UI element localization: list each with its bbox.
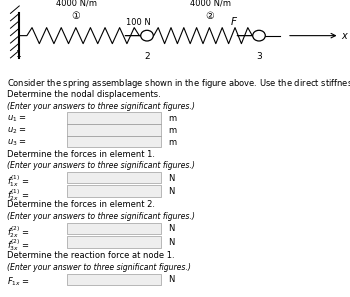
Text: N: N bbox=[168, 275, 174, 284]
FancyBboxPatch shape bbox=[66, 274, 161, 285]
FancyBboxPatch shape bbox=[66, 136, 161, 148]
Text: (Enter your answers to three significant figures.): (Enter your answers to three significant… bbox=[7, 162, 195, 170]
Text: 4000 N/m: 4000 N/m bbox=[189, 0, 231, 7]
Text: (Enter your answer to three significant figures.): (Enter your answer to three significant … bbox=[7, 263, 191, 272]
Text: $F_{1x}$ =: $F_{1x}$ = bbox=[7, 275, 30, 288]
Text: $f_{2x}^{(1)}$ =: $f_{2x}^{(1)}$ = bbox=[7, 187, 30, 203]
Text: $x$: $x$ bbox=[341, 31, 349, 41]
Circle shape bbox=[141, 30, 153, 41]
Text: $u_1$ =: $u_1$ = bbox=[7, 114, 27, 124]
FancyBboxPatch shape bbox=[66, 124, 161, 136]
Text: N: N bbox=[168, 238, 174, 247]
Text: ①: ① bbox=[72, 11, 80, 21]
Text: N: N bbox=[168, 174, 174, 183]
Text: $f_{3x}^{(2)}$ =: $f_{3x}^{(2)}$ = bbox=[7, 238, 30, 253]
FancyBboxPatch shape bbox=[66, 223, 161, 234]
Text: Determine the reaction force at node 1.: Determine the reaction force at node 1. bbox=[7, 251, 175, 260]
Text: $u_2$ =: $u_2$ = bbox=[7, 126, 27, 136]
Text: 4000 N/m: 4000 N/m bbox=[56, 0, 97, 7]
Text: N: N bbox=[168, 187, 174, 196]
Text: $f_{1x}^{(1)}$ =: $f_{1x}^{(1)}$ = bbox=[7, 174, 30, 189]
FancyBboxPatch shape bbox=[66, 186, 161, 197]
FancyBboxPatch shape bbox=[66, 113, 161, 124]
Text: Determine the forces in element 2.: Determine the forces in element 2. bbox=[7, 200, 155, 209]
Text: m: m bbox=[168, 138, 176, 147]
Text: 2: 2 bbox=[144, 52, 150, 61]
Text: (Enter your answers to three significant figures.): (Enter your answers to three significant… bbox=[7, 212, 195, 221]
FancyBboxPatch shape bbox=[66, 236, 161, 248]
Text: (Enter your answers to three significant figures.): (Enter your answers to three significant… bbox=[7, 102, 195, 111]
Text: N: N bbox=[168, 225, 174, 233]
Text: $f_{2x}^{(2)}$ =: $f_{2x}^{(2)}$ = bbox=[7, 225, 30, 240]
Text: $u_3$ =: $u_3$ = bbox=[7, 138, 27, 148]
Text: Consider the spring assemblage shown in the figure above. Use the direct stiffne: Consider the spring assemblage shown in … bbox=[7, 77, 350, 90]
Text: 100 N: 100 N bbox=[126, 18, 150, 27]
Text: m: m bbox=[168, 126, 176, 135]
Text: Determine the nodal displacements.: Determine the nodal displacements. bbox=[7, 90, 161, 99]
Text: $F$: $F$ bbox=[230, 15, 239, 27]
Circle shape bbox=[253, 30, 265, 41]
Text: Determine the forces in element 1.: Determine the forces in element 1. bbox=[7, 150, 155, 159]
FancyBboxPatch shape bbox=[66, 172, 161, 184]
Text: 3: 3 bbox=[256, 52, 262, 61]
Text: m: m bbox=[168, 114, 176, 123]
Text: ②: ② bbox=[206, 11, 214, 21]
Text: 1: 1 bbox=[16, 50, 22, 59]
